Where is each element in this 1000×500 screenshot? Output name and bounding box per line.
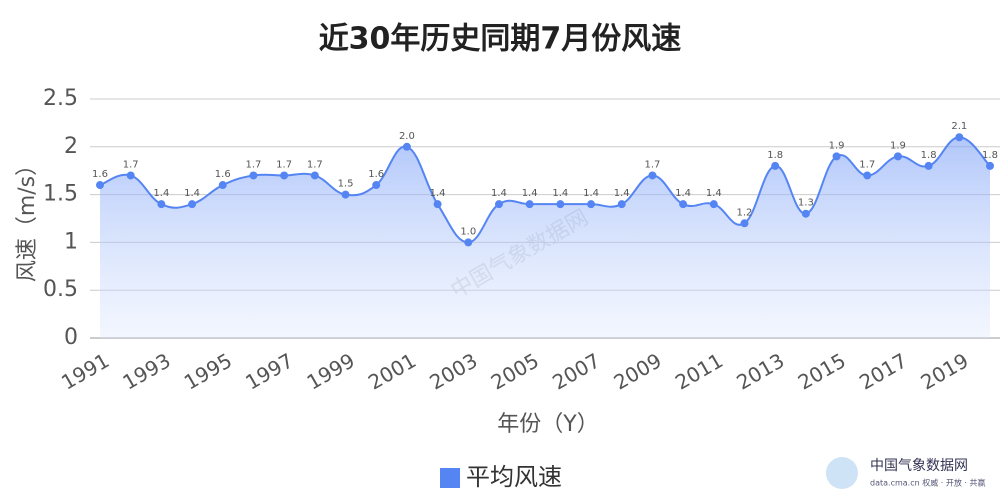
chart-title: 近30年历史同期7月份风速 <box>319 22 682 57</box>
data-label: 1.2 <box>737 207 753 218</box>
data-label: 1.4 <box>184 188 200 199</box>
point <box>924 161 933 170</box>
point <box>341 190 350 199</box>
logo-icon <box>826 457 858 489</box>
point <box>249 171 258 180</box>
point <box>648 171 657 180</box>
data-label: 1.8 <box>982 150 998 161</box>
x-tick-label: 2005 <box>487 348 543 394</box>
point <box>801 209 810 218</box>
data-label: 1.7 <box>859 159 875 170</box>
data-label: 1.7 <box>245 159 261 170</box>
x-tick-label: 2003 <box>425 348 481 394</box>
point <box>525 200 534 209</box>
point <box>556 200 565 209</box>
data-label: 2.1 <box>951 121 967 132</box>
data-label: 1.4 <box>522 188 538 199</box>
point <box>955 133 964 142</box>
data-label: 1.8 <box>921 150 937 161</box>
y-tick-label: 0.5 <box>43 277 78 302</box>
data-label: 1.4 <box>583 188 599 199</box>
point <box>832 152 841 161</box>
data-label: 1.6 <box>368 169 384 180</box>
y-tick-label: 2.5 <box>43 86 78 111</box>
x-tick-label: 2015 <box>794 348 850 394</box>
area <box>100 137 990 338</box>
legend-label: 平均风速 <box>466 463 562 491</box>
y-tick-label: 1.5 <box>43 182 78 207</box>
point <box>157 200 166 209</box>
point <box>218 181 227 190</box>
point <box>771 161 780 170</box>
x-tick-label: 1993 <box>119 348 175 394</box>
data-label: 1.4 <box>430 188 446 199</box>
x-tick-label: 2019 <box>916 348 972 394</box>
data-label: 1.4 <box>552 188 568 199</box>
data-label: 1.7 <box>276 159 292 170</box>
y-tick-label: 1 <box>64 229 78 254</box>
point <box>372 181 381 190</box>
data-label: 1.6 <box>92 169 108 180</box>
x-tick-label: 1999 <box>303 348 359 394</box>
point <box>310 171 319 180</box>
data-label: 1.8 <box>767 150 783 161</box>
point <box>126 171 135 180</box>
x-tick-label: 2007 <box>548 348 604 394</box>
point <box>679 200 688 209</box>
data-label: 1.4 <box>491 188 507 199</box>
point <box>188 200 197 209</box>
data-label: 1.7 <box>307 159 323 170</box>
data-label: 1.4 <box>675 188 691 199</box>
data-label: 1.6 <box>215 169 231 180</box>
y-tick-label: 2 <box>64 134 78 159</box>
data-label: 1.4 <box>614 188 630 199</box>
point <box>464 238 473 247</box>
data-label: 1.0 <box>460 226 476 237</box>
x-tick-label: 2009 <box>610 348 666 394</box>
x-tick-label: 2017 <box>855 348 911 394</box>
x-tick-label: 2013 <box>732 348 788 394</box>
x-tick-label: 1997 <box>241 348 297 394</box>
point <box>494 200 503 209</box>
y-axis-label: 风速（m/s） <box>15 154 40 282</box>
x-axis-label: 年份（Y） <box>497 412 598 437</box>
logo-tagline: data.cma.cn 权威 · 开放 · 共赢 <box>870 478 985 488</box>
point <box>709 200 718 209</box>
x-tick-label: 2011 <box>671 348 727 394</box>
point <box>402 142 411 151</box>
point <box>617 200 626 209</box>
data-label: 1.4 <box>153 188 169 199</box>
point <box>587 200 596 209</box>
data-label: 2.0 <box>399 131 415 142</box>
x-tick-label: 2001 <box>364 348 420 394</box>
x-tick-label: 1995 <box>180 348 236 394</box>
point <box>96 181 104 190</box>
point <box>740 219 749 228</box>
data-label: 1.7 <box>644 159 660 170</box>
point <box>863 171 872 180</box>
data-label: 1.3 <box>798 198 814 209</box>
logo-name: 中国气象数据网 <box>870 458 968 474</box>
point <box>893 152 902 161</box>
data-label: 1.5 <box>338 179 354 190</box>
y-tick-label: 0 <box>64 325 78 350</box>
data-label: 1.4 <box>706 188 722 199</box>
legend-swatch <box>440 468 460 488</box>
data-label: 1.9 <box>890 140 906 151</box>
point <box>433 200 442 209</box>
point <box>986 161 994 170</box>
x-tick-label: 1991 <box>57 348 113 394</box>
data-label: 1.7 <box>123 159 139 170</box>
data-label: 1.9 <box>829 140 845 151</box>
point <box>280 171 289 180</box>
